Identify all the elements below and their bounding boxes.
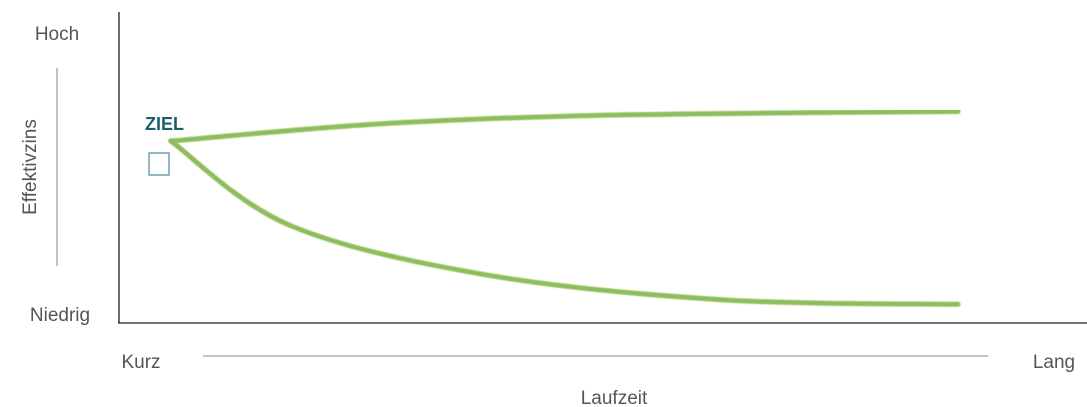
series-layer [168,109,961,307]
series-line-upper [168,109,961,144]
y-axis-title: Effektivzins [20,119,41,215]
y-axis-max-label: Hoch [35,24,79,45]
x-axis-title: Laufzeit [581,388,648,407]
ziel-label: ZIEL [145,114,184,134]
x-axis-max-label: Lang [1033,352,1075,373]
series-line-lower [168,138,961,307]
x-axis-min-label: Kurz [121,352,160,373]
y-axis-min-label: Niedrig [30,305,90,326]
ziel-marker [148,152,170,176]
